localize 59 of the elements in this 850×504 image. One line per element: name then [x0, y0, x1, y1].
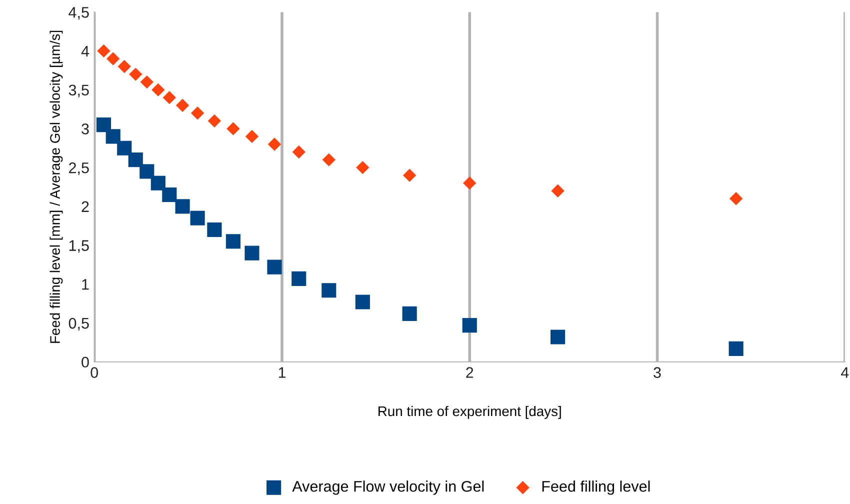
point: [129, 68, 142, 81]
point: [96, 118, 112, 132]
point: [106, 52, 120, 66]
y-tick-label: 3: [82, 124, 89, 134]
point: [292, 145, 306, 159]
point: [175, 199, 190, 214]
point: [97, 44, 110, 58]
point: [190, 210, 205, 226]
y-axis-title: Feed filling level [mm] / Average Gel velocity [µm/s]: [50, 30, 63, 343]
y-tick-label: 3,5: [68, 84, 89, 98]
point: [462, 318, 477, 333]
point: [176, 98, 190, 112]
point: [106, 129, 120, 144]
point: [728, 341, 744, 356]
y-tick-label: 4: [81, 46, 90, 56]
point: [190, 106, 204, 120]
point: [140, 75, 154, 89]
y-tick-label: 4,5: [68, 7, 89, 20]
point: [140, 164, 154, 179]
point: [162, 187, 177, 202]
x-tick-label: 4: [841, 367, 849, 378]
point: [267, 260, 282, 274]
point: [402, 306, 417, 321]
point: [150, 176, 166, 190]
point: [117, 140, 132, 156]
point: [244, 246, 260, 260]
point: [162, 91, 176, 104]
point: [550, 330, 566, 344]
point: [226, 234, 240, 249]
point: [118, 60, 131, 74]
point: [292, 271, 306, 286]
point: [208, 114, 222, 128]
point: [322, 283, 336, 298]
legend-label: Feed filling level: [542, 480, 650, 495]
point: [322, 153, 336, 166]
y-tick-label: 1: [82, 279, 89, 290]
y-tick-label: 2: [82, 201, 89, 212]
y-tick-label: 0: [82, 356, 89, 368]
point: [356, 160, 370, 174]
point: [729, 192, 743, 206]
point: [355, 294, 370, 310]
x-axis-title: Run time of experiment [days]: [378, 406, 561, 419]
point: [402, 168, 416, 182]
x-tick-label: 1: [278, 367, 286, 378]
x-tick-label: 2: [466, 367, 474, 378]
y-tick-label: 2,5: [69, 162, 89, 176]
x-tick-label: 3: [654, 367, 661, 378]
point: [226, 122, 240, 136]
point: [152, 83, 165, 96]
point: [551, 184, 564, 198]
legend-label: Average Flow velocity in Gel: [292, 480, 484, 495]
y-tick-label: 1,5: [69, 240, 89, 253]
point: [268, 138, 282, 151]
point: [128, 152, 143, 168]
x-tick-label: 0: [90, 367, 98, 378]
point: [245, 130, 259, 144]
point: [207, 222, 222, 238]
y-tick-label: 0,5: [68, 318, 89, 330]
point: [463, 176, 476, 190]
